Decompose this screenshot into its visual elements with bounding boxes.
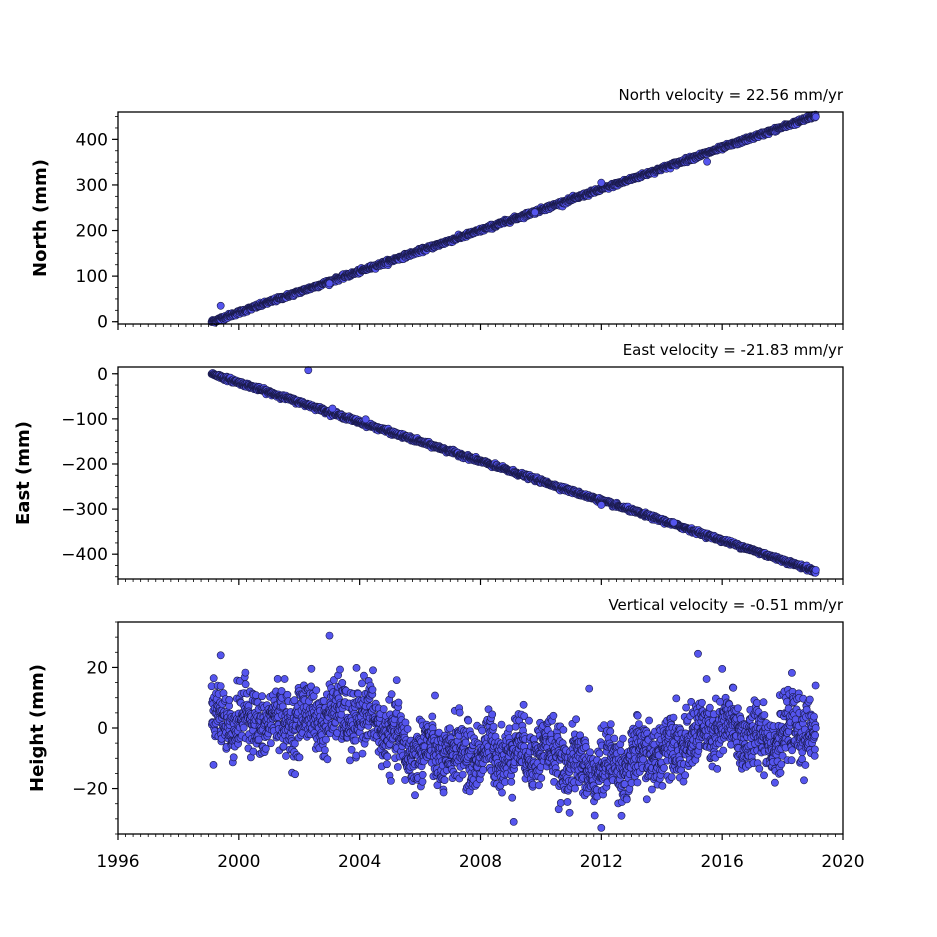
data-point — [319, 697, 328, 705]
data-point — [323, 755, 332, 764]
data-point — [239, 723, 248, 732]
data-point — [461, 738, 470, 747]
data-point — [455, 708, 464, 717]
data-point — [338, 679, 347, 687]
data-point — [386, 777, 395, 785]
outlier-point — [216, 301, 225, 310]
data-point — [394, 698, 403, 707]
data-point — [258, 692, 266, 701]
panel-east-title: East velocity = -21.83 mm/yr — [623, 341, 844, 359]
data-point — [261, 744, 270, 753]
panel-height-title: Vertical velocity = -0.51 mm/yr — [608, 596, 843, 614]
data-point — [811, 566, 820, 574]
data-point — [290, 696, 299, 705]
y-tick-label: 0 — [97, 313, 108, 333]
y-tick-label: −300 — [61, 500, 108, 520]
data-point — [383, 752, 392, 761]
data-point — [439, 788, 448, 797]
y-tick-label: −200 — [61, 455, 108, 475]
data-point — [273, 675, 282, 683]
data-point — [352, 664, 361, 672]
data-point — [320, 746, 329, 754]
data-point — [358, 679, 366, 688]
data-point — [458, 770, 467, 779]
data-point — [418, 770, 427, 779]
panel-north-ylabel: North (mm) — [30, 159, 51, 277]
data-point — [358, 749, 367, 758]
outlier-point — [703, 157, 711, 166]
outlier-point — [304, 366, 313, 375]
data-point — [431, 691, 439, 700]
data-point — [428, 712, 437, 721]
data-point — [418, 777, 427, 786]
y-tick-label: 400 — [76, 130, 108, 150]
y-tick-label: 300 — [76, 176, 108, 196]
data-point — [312, 686, 321, 695]
data-point — [811, 112, 820, 121]
outlier-point — [597, 501, 606, 509]
data-point — [266, 739, 275, 748]
data-point — [283, 690, 292, 699]
data-point — [209, 761, 218, 769]
outlier-point — [325, 279, 334, 288]
data-point — [464, 716, 473, 725]
data-point — [295, 753, 304, 762]
data-point — [379, 705, 388, 713]
outlier-point — [328, 404, 337, 413]
data-point — [369, 666, 377, 675]
data-point — [249, 747, 258, 756]
data-point — [254, 735, 263, 744]
data-point — [440, 776, 449, 784]
data-point — [392, 676, 401, 684]
y-tick-label: 100 — [76, 267, 108, 287]
data-point — [336, 665, 344, 674]
data-point — [382, 760, 391, 769]
data-point — [241, 680, 250, 689]
data-point — [368, 685, 377, 694]
y-tick-label: 200 — [76, 222, 108, 242]
data-point — [307, 664, 316, 673]
data-point — [291, 770, 299, 779]
data-point — [387, 690, 396, 699]
y-tick-label: 0 — [97, 365, 108, 385]
y-tick-label: −100 — [61, 410, 108, 430]
y-tick-label: −400 — [61, 545, 108, 565]
data-point — [280, 675, 289, 683]
data-point — [216, 682, 225, 690]
data-point — [225, 696, 234, 704]
data-point — [403, 725, 412, 733]
data-point — [401, 718, 410, 727]
data-point — [282, 752, 290, 760]
outlier-point — [669, 518, 678, 527]
data-point — [411, 791, 419, 800]
panel-north-points — [207, 110, 820, 327]
data-point — [241, 668, 250, 677]
panel-north-title: North velocity = 22.56 mm/yr — [619, 86, 844, 104]
outlier-point — [597, 178, 606, 187]
data-point — [209, 674, 218, 683]
panel-east-ylabel: East (mm) — [13, 421, 34, 525]
panel-north: North velocity = 22.56 mm/yr 0 100 200 300 4… — [30, 86, 844, 333]
outlier-point — [361, 415, 370, 424]
outlier-point — [531, 208, 539, 217]
data-point — [354, 689, 363, 698]
data-point — [322, 735, 330, 744]
data-point — [393, 763, 402, 771]
data-point — [229, 753, 238, 762]
